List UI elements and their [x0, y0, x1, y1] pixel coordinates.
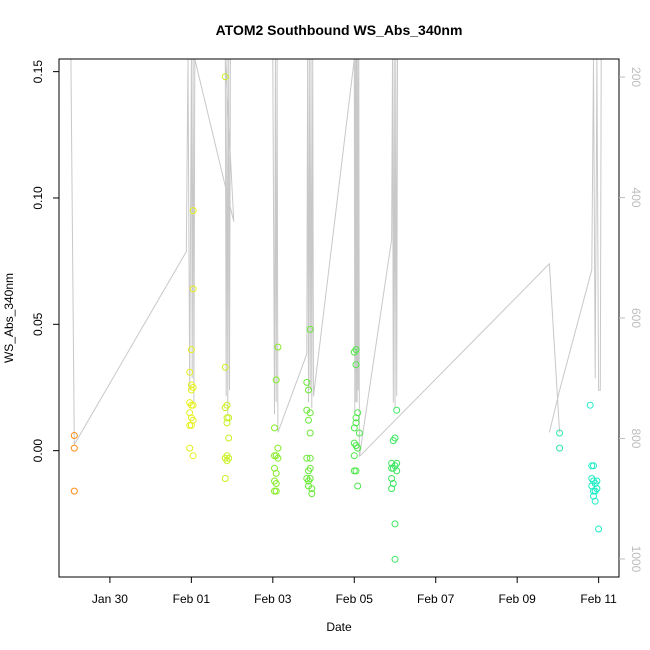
data-point-3-12 [274, 454, 282, 462]
data-point-8-11 [593, 477, 601, 485]
x-axis-label: Date [326, 620, 352, 634]
data-point-6-13 [393, 467, 401, 475]
data-point-5-3 [350, 452, 358, 460]
data-point-6-2 [388, 475, 396, 482]
data-point-1-0 [186, 368, 194, 376]
data-point-3-5 [272, 376, 280, 384]
data-point-2-10 [225, 414, 233, 422]
data-point-3-7 [272, 469, 280, 477]
data-point-4-4 [305, 386, 312, 394]
data-point-0-0 [70, 432, 78, 439]
y-tick-label-0: 0.00 [31, 439, 45, 463]
data-point-3-0 [271, 424, 278, 432]
data-point-3-10 [274, 343, 282, 351]
data-point-6-11 [393, 406, 401, 414]
chart-title: ATOM2 Southbound WS_Abs_340nm [216, 22, 463, 38]
data-point-4-15 [308, 485, 316, 493]
pressure-trace-layer [70, 59, 602, 457]
data-point-4-0 [303, 378, 311, 386]
data-point-2-4 [221, 475, 229, 482]
data-point-1-4 [186, 444, 194, 452]
data-point-1-2 [186, 409, 194, 417]
data-point-4-10 [306, 409, 314, 417]
data-point-2-12 [225, 454, 233, 462]
data-point-1-14 [189, 401, 197, 409]
data-point-5-12 [354, 444, 362, 452]
x-tick-label-0: Jan 30 [92, 592, 128, 606]
y2-tick-label-2: 600 [629, 308, 643, 328]
data-point-2-0 [221, 73, 229, 81]
x-tick-label-5: Feb 09 [499, 592, 537, 606]
data-point-8-10 [591, 497, 599, 505]
data-point-3-8 [272, 480, 280, 487]
x-tick-label-4: Feb 07 [417, 592, 455, 606]
points-layer [70, 73, 603, 563]
data-point-7-0 [556, 429, 564, 437]
data-point-4-14 [306, 475, 314, 482]
y-tick-label-2: 0.10 [31, 186, 45, 210]
data-point-5-7 [352, 414, 360, 422]
y2-tick-label-1: 400 [629, 188, 643, 208]
data-point-6-9 [391, 520, 399, 528]
x-tick-label-3: Feb 05 [336, 592, 374, 606]
data-point-0-1 [70, 444, 78, 452]
x-tick-label-6: Feb 11 [580, 592, 617, 606]
pressure-trace-segment-1 [359, 262, 561, 457]
data-point-4-9 [306, 325, 314, 333]
data-point-4-2 [303, 454, 311, 462]
data-point-5-1 [350, 424, 358, 432]
data-point-5-14 [355, 429, 363, 437]
y-tick-label-1: 0.05 [31, 312, 45, 336]
y2-tick-label-3: 800 [629, 428, 643, 448]
pressure-trace-segment-0 [548, 59, 602, 433]
data-point-3-9 [272, 487, 280, 495]
data-point-5-5 [352, 346, 360, 354]
data-point-2-5 [223, 401, 231, 409]
data-point-8-12 [593, 485, 601, 493]
plot-frame [58, 58, 620, 578]
data-point-5-8 [352, 419, 360, 427]
data-point-2-1 [221, 363, 229, 371]
data-point-1-11 [189, 285, 197, 293]
data-point-1-5 [187, 346, 195, 354]
data-point-3-11 [274, 444, 282, 452]
data-point-5-10 [352, 467, 360, 475]
data-point-2-11 [225, 434, 233, 442]
data-point-5-13 [354, 482, 362, 490]
data-point-6-10 [391, 555, 399, 563]
data-point-5-6 [352, 361, 360, 369]
data-point-1-12 [189, 207, 197, 215]
y2-tick-label-0: 200 [629, 67, 643, 87]
y2-axis: 200 400 600 800 1000 [619, 67, 643, 573]
data-point-1-13 [189, 384, 197, 391]
data-point-8-13 [595, 525, 603, 533]
data-point-6-7 [391, 434, 399, 442]
x-tick-label-2: Feb 03 [254, 592, 292, 606]
pressure-trace-line [70, 59, 398, 457]
x-tick-label-1: Feb 01 [173, 592, 211, 606]
y-tick-label-3: 0.15 [31, 60, 45, 84]
data-point-0-2 [70, 487, 78, 495]
data-point-8-4 [590, 462, 597, 470]
data-point-4-12 [306, 454, 314, 462]
y2-tick-label-4: 1000 [629, 546, 643, 573]
data-point-4-11 [306, 429, 314, 437]
x-axis: Jan 30 Feb 01 Feb 03 Feb 05 Feb 07 Feb 09 Feb … [92, 577, 617, 606]
data-point-6-12 [393, 459, 401, 467]
data-point-4-16 [308, 490, 316, 498]
data-point-5-11 [354, 409, 362, 417]
data-point-1-16 [189, 452, 197, 460]
y-axis-label: WS_Abs_340nm [2, 273, 16, 363]
data-point-8-0 [586, 401, 594, 409]
data-point-7-1 [556, 444, 564, 452]
data-point-4-13 [306, 464, 314, 472]
data-point-1-15 [189, 416, 197, 424]
y-axis: 0.00 0.05 0.10 0.15 [31, 60, 59, 463]
data-point-4-5 [305, 416, 312, 424]
data-point-6-6 [389, 480, 397, 487]
